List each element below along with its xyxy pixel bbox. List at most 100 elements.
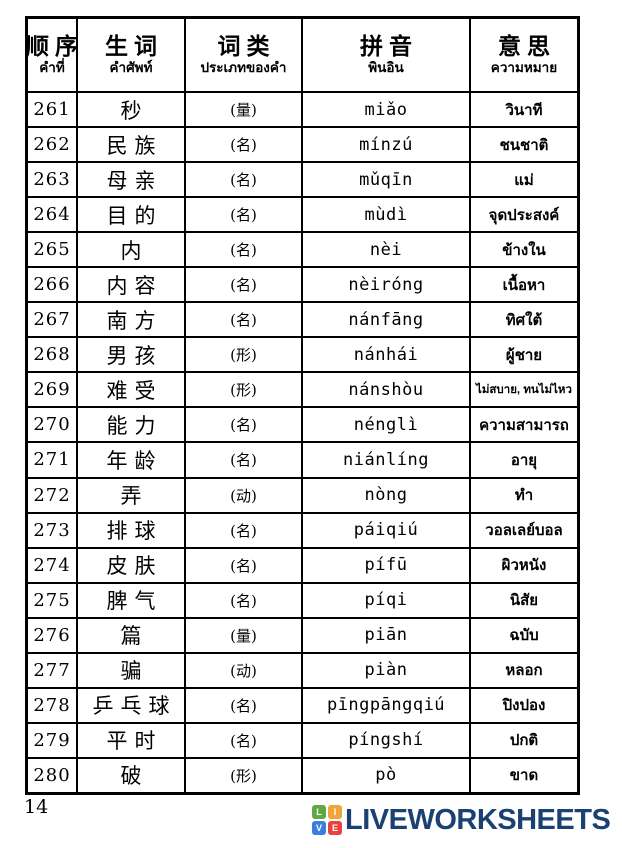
- table-row: 277 骗 (动) piàn หลอก: [28, 653, 577, 689]
- cell-meaning: อายุ: [510, 451, 538, 469]
- cell-meaning: ขาด: [509, 767, 539, 785]
- table-row: 273 排球 (名) páiqiú วอลเลย์บอล: [28, 513, 577, 549]
- cell-pos: (名): [186, 233, 303, 267]
- liveworksheets-wordmark: LIVEWORKSHEETS: [345, 803, 611, 836]
- header-cell-4: 意思 ความหมาย: [471, 19, 577, 91]
- cell-word: 年龄: [78, 443, 186, 477]
- header-cell-0: 顺序คำที่: [28, 19, 78, 91]
- table-row: 274 皮肤 (名) pífū ผิวหนัง: [28, 548, 577, 584]
- cell-pinyin: píqi: [303, 583, 471, 617]
- cell-meaning: วอลเลย์บอล: [485, 522, 563, 540]
- cell-meaning: แม่: [514, 171, 534, 189]
- cell-meaning: นิสัย: [509, 592, 539, 610]
- table-row: 272 弄 (动) nòng ทำ: [28, 478, 577, 514]
- cell-pos: (量): [186, 93, 303, 127]
- cell-pinyin: mǔqīn: [303, 163, 471, 197]
- cell-meaning: จุดประสงค์: [488, 206, 560, 224]
- cell-number: 262: [28, 128, 78, 162]
- table-row: 270 能力 (名) nénglì ความสามารถ: [28, 408, 577, 444]
- cell-pinyin: mínzú: [303, 128, 471, 162]
- cell-number: 269: [28, 373, 78, 407]
- table-row: 268 男孩 (形) nánhái ผู้ชาย: [28, 338, 577, 374]
- cell-number: 272: [28, 478, 78, 512]
- cell-pos: (名): [186, 163, 303, 197]
- cell-word: 母亲: [78, 163, 186, 197]
- cell-pos: (名): [186, 583, 303, 617]
- cell-meaning: ทำ: [514, 487, 534, 505]
- cell-number: 278: [28, 688, 78, 722]
- cell-pos: (名): [186, 723, 303, 757]
- cell-word: 平时: [78, 723, 186, 757]
- cell-pinyin: nénglì: [303, 408, 471, 442]
- table-row: 265 内 (名) nèi ข้างใน: [28, 233, 577, 269]
- cell-pos: (名): [186, 443, 303, 477]
- cell-number: 267: [28, 303, 78, 337]
- cell-pos: (名): [186, 548, 303, 582]
- cell-meaning: ปกติ: [509, 732, 539, 750]
- cell-pinyin: nánshòu: [303, 373, 471, 407]
- cell-word: 篇: [78, 618, 186, 652]
- cell-number: 266: [28, 268, 78, 302]
- cell-pinyin: piàn: [303, 653, 471, 687]
- cell-number: 261: [28, 93, 78, 127]
- cell-word: 能力: [78, 408, 186, 442]
- cell-word: 内容: [78, 268, 186, 302]
- cell-word: 骗: [78, 653, 186, 687]
- table-row: 280 破 (形) pò ขาด: [28, 758, 577, 792]
- cell-word: 内: [78, 233, 186, 267]
- cell-number: 276: [28, 618, 78, 652]
- cell-number: 280: [28, 758, 78, 792]
- header-cell-2: 词类 ประเภทของคำ: [186, 19, 303, 91]
- header-label-th: พินอิน: [368, 60, 404, 76]
- cell-word: 男孩: [78, 338, 186, 372]
- cell-number: 268: [28, 338, 78, 372]
- cell-pos: (名): [186, 128, 303, 162]
- cell-pinyin: pīngpāngqiú: [303, 688, 471, 722]
- cell-meaning: ผิวหนัง: [501, 557, 547, 575]
- cell-pinyin: niánlíng: [303, 443, 471, 477]
- cell-word: 破: [78, 758, 186, 792]
- logo-square-i: I: [328, 805, 342, 819]
- cell-pos: (名): [186, 198, 303, 232]
- cell-pinyin: nèiróng: [303, 268, 471, 302]
- table-row: 261 秒 (量) miǎo วินาที: [28, 93, 577, 129]
- logo-square-e: E: [328, 821, 342, 835]
- header-label-th: ประเภทของคำ: [200, 60, 287, 76]
- cell-pos: (量): [186, 618, 303, 652]
- cell-number: 274: [28, 548, 78, 582]
- cell-number: 275: [28, 583, 78, 617]
- cell-pos: (名): [186, 688, 303, 722]
- cell-pos: (形): [186, 373, 303, 407]
- cell-number: 264: [28, 198, 78, 232]
- page-number: 14: [24, 796, 49, 818]
- cell-number: 263: [28, 163, 78, 197]
- cell-word: 难受: [78, 373, 186, 407]
- cell-pinyin: nánfāng: [303, 303, 471, 337]
- cell-meaning: ปิงปอง: [502, 697, 546, 715]
- table-row: 264 目的 (名) mùdì จุดประสงค์: [28, 198, 577, 234]
- cell-pos: (动): [186, 653, 303, 687]
- cell-word: 秒: [78, 93, 186, 127]
- logo-square-v: V: [312, 821, 326, 835]
- table-body: 261 秒 (量) miǎo วินาที 262 民族 (名) mínzú ชนชาติ 263 母…: [28, 93, 577, 792]
- cell-pos: (形): [186, 758, 303, 792]
- header-label-zh: 词类: [217, 32, 276, 60]
- header-row: 顺序คำที่生词คำศัพท์词类ประเภทของคำ拼音พินอิน意思ค…: [28, 19, 577, 93]
- cell-number: 273: [28, 513, 78, 547]
- table-row: 279 平时 (名) píngshí ปกติ: [28, 723, 577, 759]
- cell-pinyin: nòng: [303, 478, 471, 512]
- cell-pos: (名): [186, 268, 303, 302]
- table-row: 266 内容 (名) nèiróng เนื้อหา: [28, 268, 577, 304]
- cell-meaning: ความสามารถ: [479, 416, 569, 434]
- cell-number: 279: [28, 723, 78, 757]
- cell-word: 目的: [78, 198, 186, 232]
- cell-pinyin: píngshí: [303, 723, 471, 757]
- vocab-table: 顺序คำที่生词คำศัพท์词类ประเภทของคำ拼音พินอิน意思ค…: [25, 16, 580, 795]
- cell-meaning: ทิศใต้: [505, 311, 543, 329]
- cell-pos: (名): [186, 303, 303, 337]
- cell-meaning: ฉบับ: [509, 627, 539, 645]
- cell-number: 277: [28, 653, 78, 687]
- header-cell-1: 生词 คำศัพท์: [78, 19, 186, 91]
